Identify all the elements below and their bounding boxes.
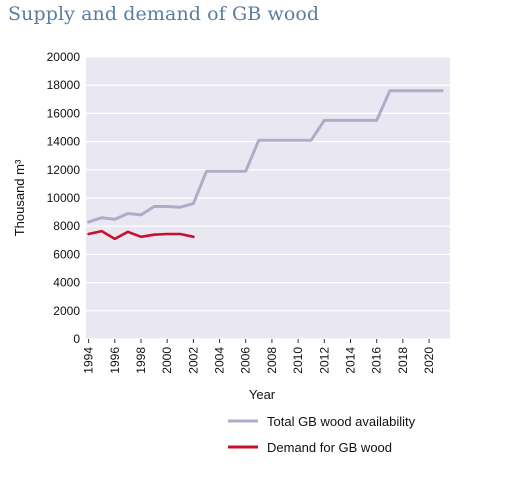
legend-item: Total GB wood availability — [228, 414, 416, 429]
x-tick-label: 2014 — [343, 347, 357, 374]
y-tick-label: 18000 — [47, 78, 81, 92]
y-tick-label: 8000 — [53, 219, 80, 233]
x-tick-label: 1998 — [134, 347, 148, 374]
y-tick-label: 4000 — [53, 276, 80, 290]
y-tick-label: 6000 — [53, 247, 80, 261]
x-tick-label: 2016 — [370, 347, 384, 374]
x-tick-label: 2002 — [186, 347, 200, 374]
x-tick-label: 2000 — [160, 347, 174, 374]
legend: Total GB wood availability Demand for GB … — [228, 414, 416, 455]
gridlines — [86, 56, 450, 340]
legend-label: Demand for GB wood — [267, 440, 392, 455]
legend-label: Total GB wood availability — [267, 414, 416, 429]
x-tick-label: 2004 — [213, 347, 227, 374]
y-tick-label: 20000 — [47, 50, 81, 64]
x-tick-label: 1994 — [82, 347, 96, 374]
series-line-availability — [87, 89, 444, 224]
series-line-demand — [87, 229, 195, 241]
y-tick-label: 14000 — [47, 135, 81, 149]
y-tick-label: 12000 — [47, 163, 81, 177]
x-axis-label: Year — [249, 387, 276, 402]
y-tick-label: 0 — [73, 332, 80, 346]
x-tick-label: 2012 — [317, 347, 331, 374]
x-tick-label: 2006 — [239, 347, 253, 374]
x-tick-label: 2008 — [265, 347, 279, 374]
legend-item: Demand for GB wood — [228, 440, 392, 455]
x-tick-label: 2010 — [291, 347, 305, 374]
x-axis-ticks: 1994 1996 1998 2000 2002 2004 2006 2008 2010 2012… — [82, 339, 436, 374]
y-axis-ticks: 0 2000 4000 6000 8000 10000 12000 14000 16000 180… — [47, 50, 81, 346]
y-tick-label: 2000 — [53, 304, 80, 318]
y-tick-label: 10000 — [47, 191, 81, 205]
x-tick-label: 2018 — [396, 347, 410, 374]
y-axis-label: Thousand m³ — [12, 159, 27, 236]
series-lines — [87, 89, 444, 241]
x-tick-label: 2020 — [422, 347, 436, 374]
chart-title: Supply and demand of GB wood — [8, 3, 320, 25]
x-tick-label: 1996 — [108, 347, 122, 374]
y-tick-label: 16000 — [47, 106, 81, 120]
